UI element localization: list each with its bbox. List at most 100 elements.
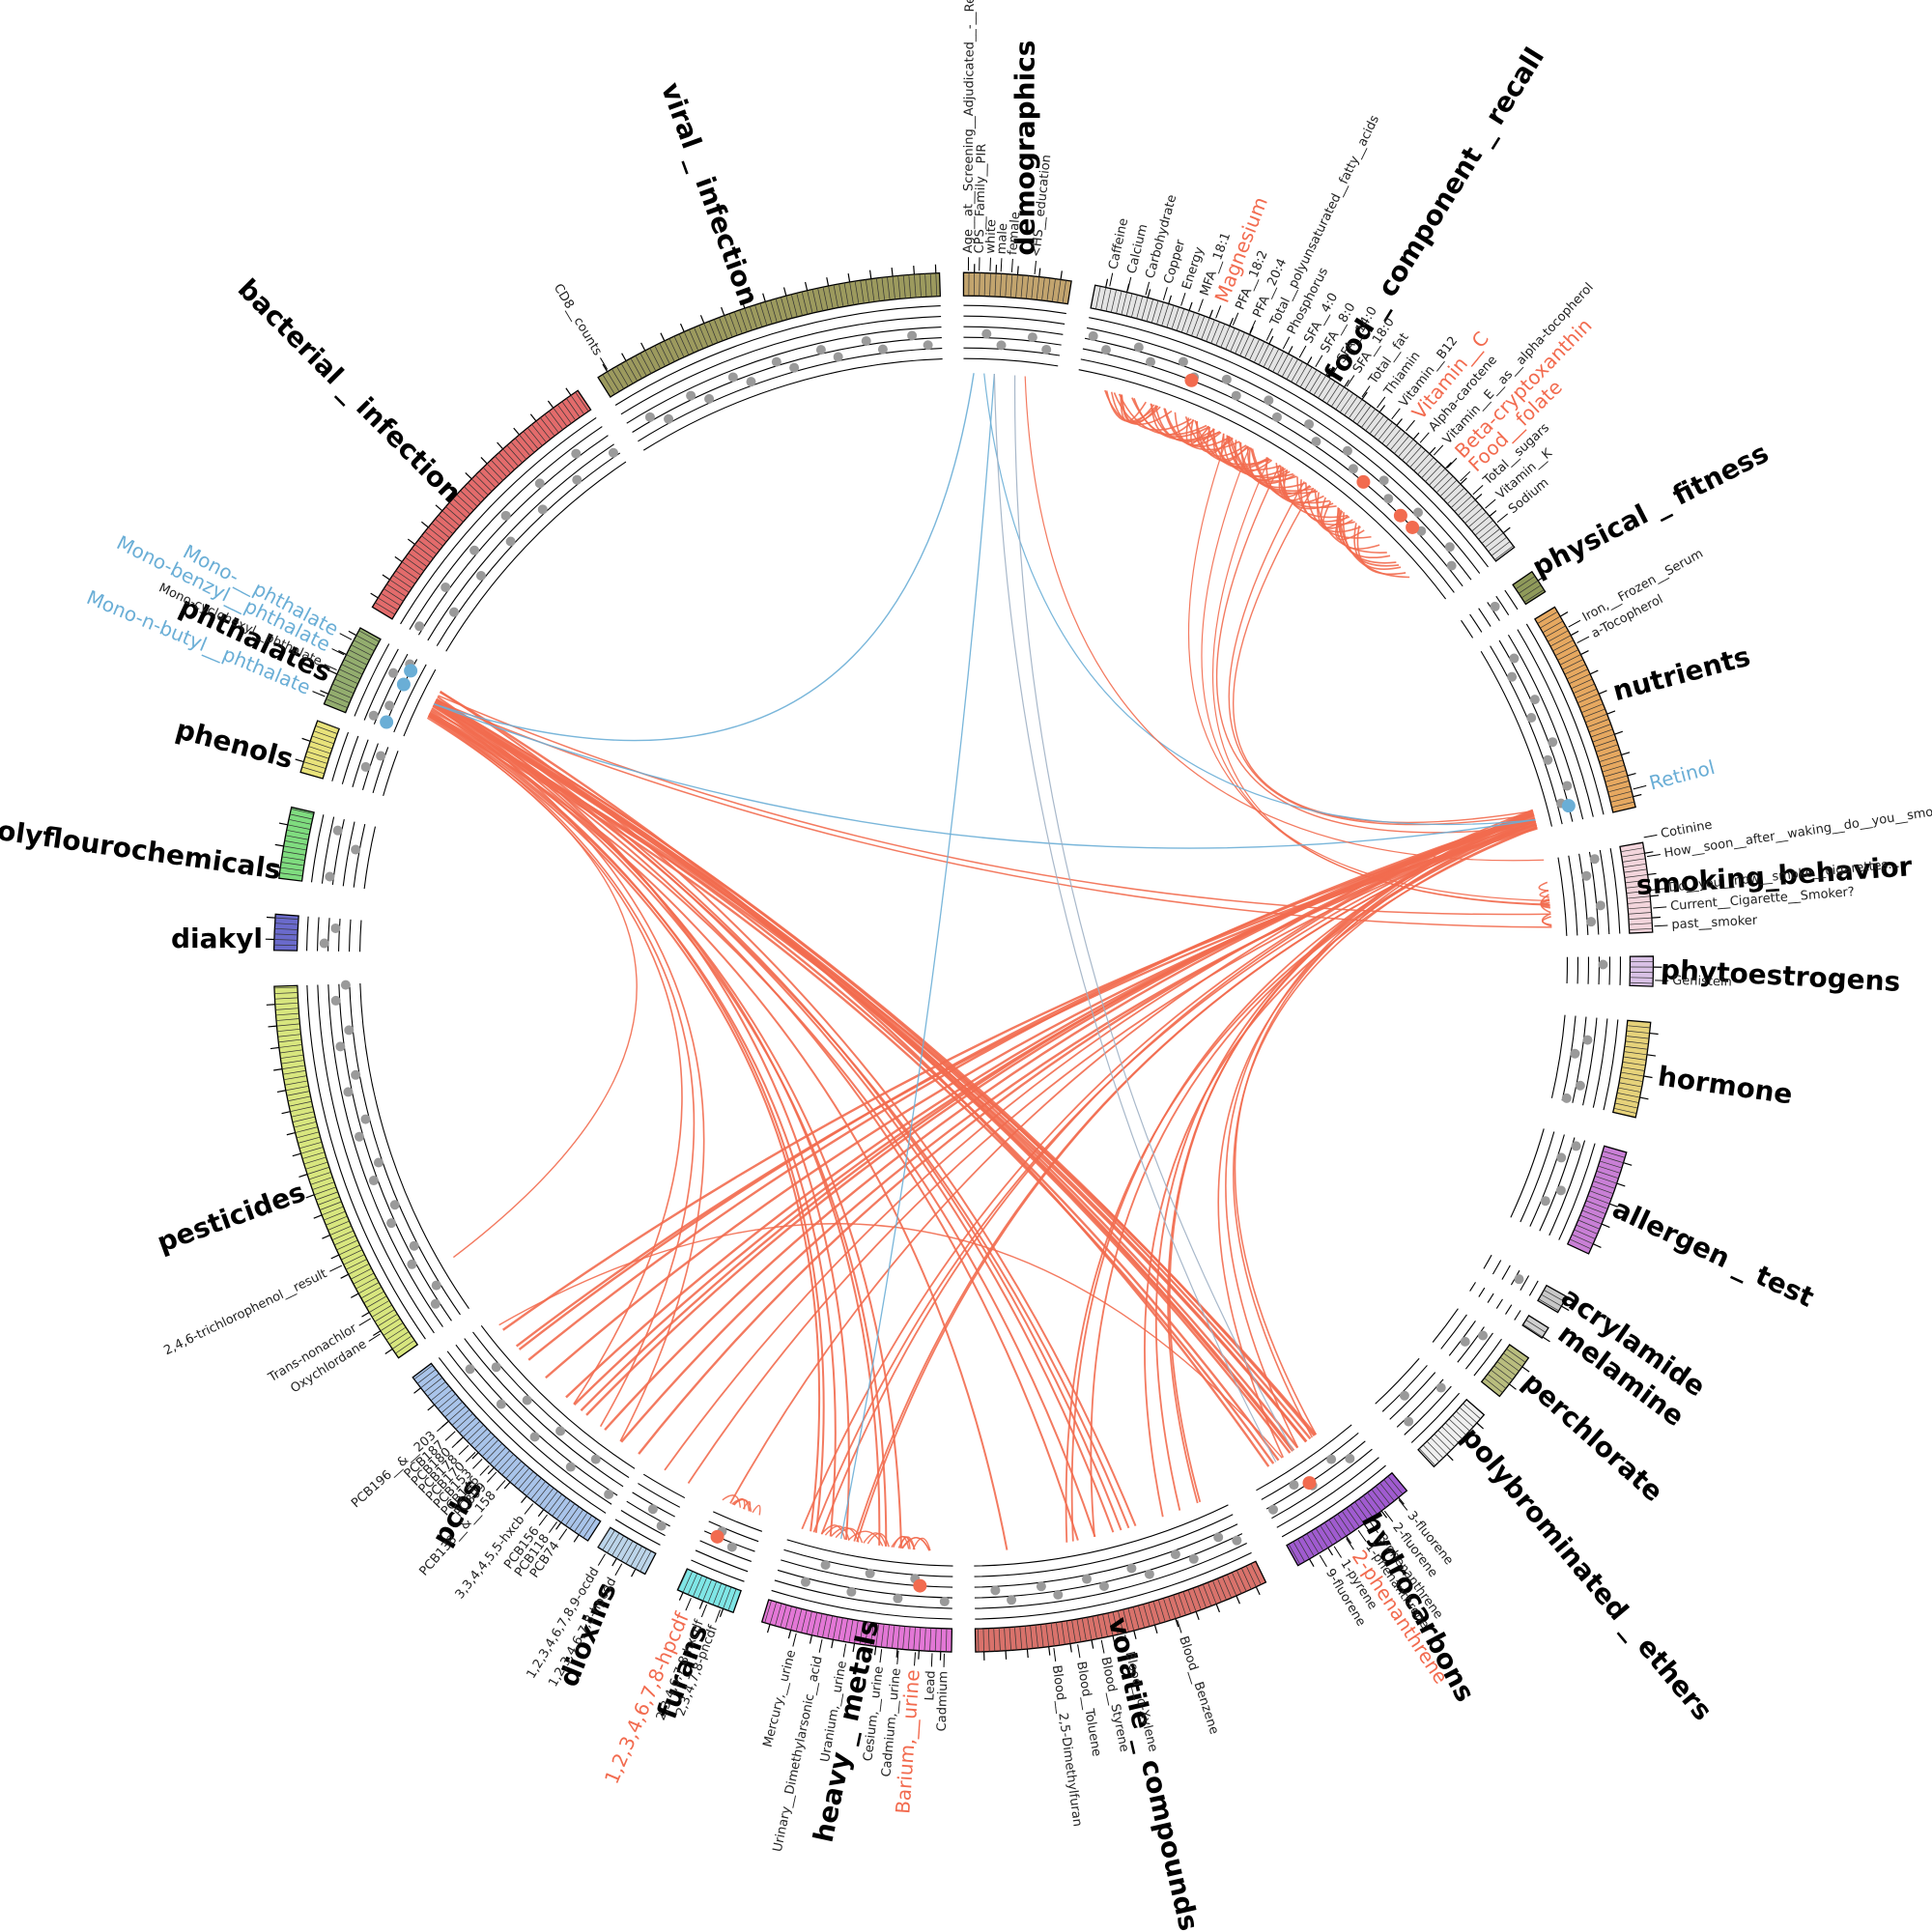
ring — [372, 747, 389, 794]
band-hatch — [1173, 1594, 1181, 1617]
band-hatch — [448, 1405, 467, 1422]
band-hatch — [1258, 343, 1270, 365]
group-label: demographics — [1009, 41, 1041, 256]
tick — [1621, 752, 1631, 756]
band-hatch — [497, 1454, 514, 1472]
band-hatch — [1112, 1611, 1119, 1635]
band-hatch — [934, 1628, 937, 1652]
band-hatch — [1389, 432, 1406, 451]
band-hatch — [301, 1151, 326, 1159]
band-hatch — [423, 1377, 443, 1393]
band-hatch — [377, 1313, 398, 1327]
group-label: nutrients — [1609, 640, 1753, 708]
leader-line — [358, 1318, 371, 1326]
tick — [1429, 446, 1436, 455]
band-hatch — [1030, 1625, 1034, 1649]
band-hatch — [1599, 754, 1622, 763]
leader-line — [1369, 1521, 1378, 1534]
link — [835, 1527, 864, 1544]
band-hatch — [1178, 1593, 1186, 1616]
leader-line — [548, 1521, 557, 1534]
tick — [1361, 391, 1368, 400]
band-hatch — [897, 275, 901, 299]
band-hatch — [1622, 1062, 1646, 1066]
ring — [446, 1350, 612, 1505]
ring — [1078, 369, 1447, 600]
band-hatch — [1607, 785, 1631, 793]
link — [1283, 469, 1317, 501]
leader-line — [331, 648, 345, 656]
point — [726, 1542, 737, 1552]
leader-line — [1177, 1619, 1182, 1634]
ring — [455, 1344, 618, 1496]
band-hatch — [1244, 336, 1255, 358]
point — [727, 372, 738, 383]
band-hatch — [1419, 1448, 1436, 1466]
band-hatch — [1629, 927, 1653, 930]
band-hatch — [607, 1532, 620, 1553]
band-hatch — [1488, 536, 1507, 553]
link — [847, 1530, 884, 1547]
tick — [394, 555, 403, 563]
band-hatch — [668, 338, 680, 360]
band-hatch — [615, 365, 629, 386]
point — [1562, 781, 1573, 791]
leader-line — [496, 1480, 506, 1492]
band-hatch — [334, 1235, 356, 1246]
band-hatch — [1630, 981, 1654, 984]
band-hatch — [801, 291, 809, 315]
ring — [436, 452, 621, 646]
band-hatch — [430, 1385, 449, 1402]
point — [1264, 395, 1274, 406]
ring — [1469, 613, 1483, 633]
point — [1178, 356, 1188, 367]
band-hatch — [723, 1586, 732, 1609]
links — [426, 373, 1552, 1551]
ring — [1082, 348, 1463, 587]
band-hatch — [1577, 1219, 1601, 1230]
point — [1575, 1080, 1585, 1091]
band-hatch — [308, 746, 331, 754]
tick — [1306, 356, 1313, 365]
leader-line — [715, 1609, 721, 1623]
band-hatch — [635, 355, 647, 377]
band-hatch — [644, 350, 657, 372]
point — [590, 1454, 601, 1464]
band-hatch — [578, 1515, 592, 1535]
tick — [1647, 872, 1657, 876]
link — [1207, 425, 1294, 478]
band-hatch — [539, 1488, 554, 1507]
band-hatch — [687, 1573, 698, 1595]
band-hatch — [1051, 278, 1056, 302]
band-hatch — [343, 659, 365, 670]
link — [912, 1537, 931, 1551]
point — [1595, 900, 1605, 911]
band-hatch — [427, 1381, 446, 1397]
band-hatch — [611, 1535, 624, 1556]
band-hatch — [1522, 1323, 1544, 1338]
ring — [1457, 1326, 1485, 1363]
band-hatch — [556, 404, 572, 424]
band-hatch — [482, 467, 500, 485]
link — [1168, 810, 1534, 1503]
band-hatch — [1566, 668, 1588, 680]
point — [368, 710, 379, 721]
link — [580, 812, 1535, 1412]
band-hatch — [1263, 346, 1275, 368]
band-hatch — [1548, 630, 1569, 642]
band-hatch — [460, 490, 478, 507]
band-hatch — [1523, 589, 1545, 603]
tick — [1133, 1630, 1137, 1639]
link — [1150, 403, 1221, 442]
band-hatch — [348, 649, 370, 661]
tick — [555, 1521, 562, 1530]
leader-line — [1460, 470, 1471, 482]
band-hatch — [519, 434, 535, 453]
band-hatch — [1623, 1056, 1647, 1061]
band-hatch — [334, 678, 356, 690]
highlight-point — [1302, 1476, 1317, 1491]
ring — [632, 337, 942, 433]
band-hatch — [602, 1529, 615, 1550]
band-hatch — [727, 1588, 737, 1611]
band-hatch — [283, 845, 307, 851]
